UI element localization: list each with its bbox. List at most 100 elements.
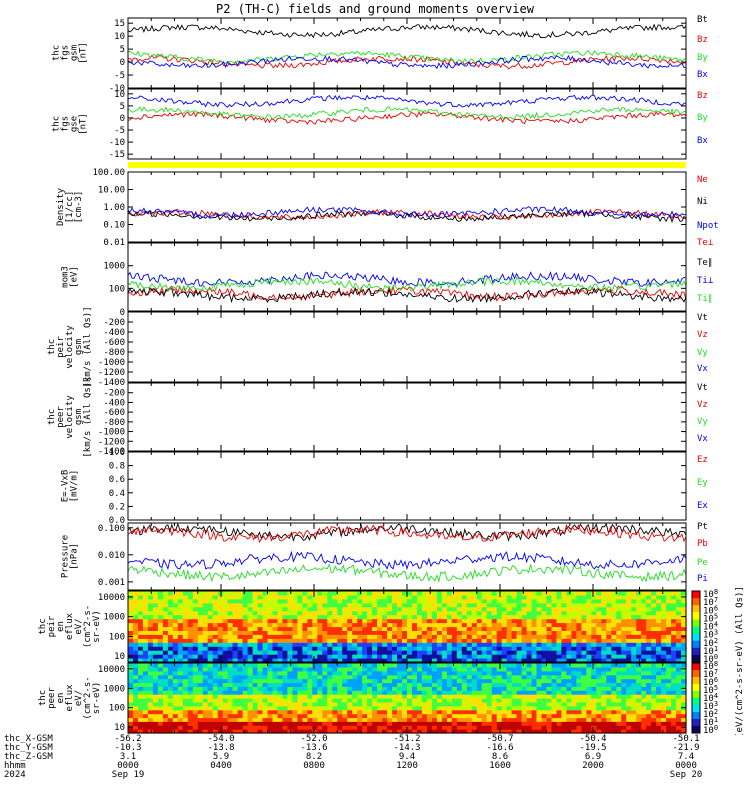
colorbar-tick: 107 xyxy=(703,668,718,680)
colorbar-tick: 104 xyxy=(703,621,718,633)
footer-value: -10.3 xyxy=(114,743,142,753)
series-temperature-3 xyxy=(127,276,687,293)
colorbar-tick: 102 xyxy=(703,637,718,649)
footer-value: 5.9 xyxy=(212,752,230,762)
axes-peir_velocity xyxy=(127,311,687,383)
legend-pressure-Pi: Pi xyxy=(697,574,708,584)
colorbar-tick: 105 xyxy=(703,612,718,624)
legend-peer_velocity-Vz: Vz xyxy=(697,400,708,410)
footer-value: 8.6 xyxy=(491,752,509,762)
panel-peir_eflux: 10000 1000 100 10 thcpeirenefluxeV/(cm^2-s-s… xyxy=(38,590,687,663)
legend-temperature-Ti∥: Ti∥ xyxy=(697,294,712,304)
footer-label: thc_Z-GSM xyxy=(4,752,53,762)
colorbar-tick: 108 xyxy=(703,588,718,600)
legend-fgs_gsm-Bx: Bx xyxy=(697,70,708,80)
footer-label: 2024 xyxy=(4,770,26,780)
colorbar-tick: 103 xyxy=(703,629,718,641)
series-fgs_gse-2 xyxy=(127,94,686,108)
ytick-label: 15 xyxy=(114,19,125,29)
ytick-label: -1400 xyxy=(98,378,125,388)
axes-fgs_gse xyxy=(127,88,687,160)
legend-pressure-Pb: Pb xyxy=(697,539,708,549)
ytick-label: 0 xyxy=(120,58,125,68)
ytick-label: -1000 xyxy=(98,428,125,438)
axes-density xyxy=(127,171,687,243)
legend-peir_velocity-Vx: Vx xyxy=(697,364,708,374)
spectrogram-peer_eflux xyxy=(128,663,687,734)
series-fgs_gse-1 xyxy=(127,106,687,121)
footer-value: 1200 xyxy=(396,761,418,771)
ytick-label: 10 xyxy=(114,90,125,100)
panel-fgs_gsm: 15 10 5 0 -5 -10 thcfgsgsm[nT] Bt Bz By Bx xyxy=(52,15,709,94)
footer-row-hhmm: hhmm xyxy=(4,762,26,771)
footer-row-y: thc_Y-GSM xyxy=(4,744,53,753)
panel-peer_velocity: -200-400-600-800-1000-1200-1400thcpeerve… xyxy=(47,376,708,457)
ytick-label: -200 xyxy=(103,389,125,399)
legend-efield-Ex: Ex xyxy=(697,501,708,511)
ytick-label: 1.00 xyxy=(103,203,125,213)
ytick-label: 0.010 xyxy=(98,551,125,561)
colorbar-tick: 107 xyxy=(703,596,718,608)
ytick-label: -10 xyxy=(109,84,125,94)
series-density-2 xyxy=(127,206,686,219)
colorbar-tick: 100 xyxy=(703,653,718,665)
ytick-label: -5 xyxy=(114,71,125,81)
footer-value: 2000 xyxy=(582,761,604,771)
legend-peir_velocity-Vz: Vz xyxy=(697,330,708,340)
footer-value: 9.4 xyxy=(398,752,416,762)
ytick-label: 0.01 xyxy=(103,238,125,248)
colorbar-tick: 106 xyxy=(703,604,718,616)
panel-density: 100.00 10.00 1.00 0.10 0.01 Density[1/cc][cm-… xyxy=(56,168,719,248)
ytick-label: 0.001 xyxy=(98,578,125,588)
ytick-label: 100 xyxy=(109,284,125,294)
colorbar-tick: 101 xyxy=(703,716,718,728)
footer-value: 0000 xyxy=(117,761,139,771)
footer-value: -52.0 xyxy=(300,734,328,744)
ytick-label: -1200 xyxy=(98,368,125,378)
legend-pressure-Pe: Pe xyxy=(697,558,708,568)
footer-value: -13.6 xyxy=(300,743,328,753)
legend-fgs_gse-Bz: Bz xyxy=(697,91,708,101)
legend-peir_velocity-Vy: Vy xyxy=(697,348,708,358)
mode-bar xyxy=(128,162,686,168)
ytick-label: -1400 xyxy=(98,447,125,457)
ytick-label: 10 xyxy=(114,32,125,42)
ytick-label: -800 xyxy=(103,418,125,428)
footer-value: -19.5 xyxy=(579,743,607,753)
footer-value: -51.2 xyxy=(393,734,421,744)
ylabel-fgs_gse: thcfgsgse[nT] xyxy=(52,113,89,135)
ytick-label: 10 xyxy=(114,652,125,662)
ylabel-pressure: Pressure[nPa] xyxy=(61,535,80,578)
legend-peir_velocity-Vt: Vt xyxy=(697,313,708,323)
ytick-label: 0.0 xyxy=(109,516,125,526)
legend-fgs_gse-By: By xyxy=(697,113,708,123)
panel-efield: 1.0 0.8 0.6 0.4 0.2 0.0 E=-VxB[mV/m] Ez Ey Ex xyxy=(61,448,709,526)
panel-temperature: 1000 100 mom3[eV] Te⊥ Te∥ Ti⊥ Ti∥ xyxy=(61,238,714,312)
ytick-label: 10000 xyxy=(98,665,125,675)
legend-temperature-Ti⊥: Ti⊥ xyxy=(697,276,714,286)
footer-value: 8.2 xyxy=(305,752,323,762)
footer-label: thc_Y-GSM xyxy=(4,743,53,753)
legend-efield-Ey: Ey xyxy=(697,478,708,488)
ytick-label: 0 xyxy=(120,308,125,318)
panel-peer_eflux: 10000 1000 100 10 thcpeerenefluxeV/(cm^2-s-s… xyxy=(38,662,687,734)
colorbar-tick: 103 xyxy=(703,700,718,712)
series-fgs_gsm-3 xyxy=(127,54,687,70)
colorbar-tick: 100 xyxy=(703,724,718,735)
footer-value: 6.9 xyxy=(584,752,602,762)
ylabel-temperature: mom3[eV] xyxy=(61,266,80,288)
ytick-label: 100 xyxy=(109,632,125,642)
axes-peer_velocity xyxy=(127,382,687,452)
footer-value: 0800 xyxy=(303,761,325,771)
legend-temperature-Te⊥: Te⊥ xyxy=(697,238,714,248)
footer-row-z: thc_Z-GSM xyxy=(4,753,53,762)
footer-value: Sep 20 xyxy=(669,770,703,780)
series-temperature-2 xyxy=(127,270,687,288)
colorbar-tick: 104 xyxy=(703,692,718,704)
series-pressure-2 xyxy=(127,563,687,583)
ytick-label: 100 xyxy=(109,704,125,714)
series-pressure-1 xyxy=(127,523,687,544)
ytick-label: -800 xyxy=(103,348,125,358)
page-title: P2 (TH-C) fields and ground moments over… xyxy=(216,2,534,16)
